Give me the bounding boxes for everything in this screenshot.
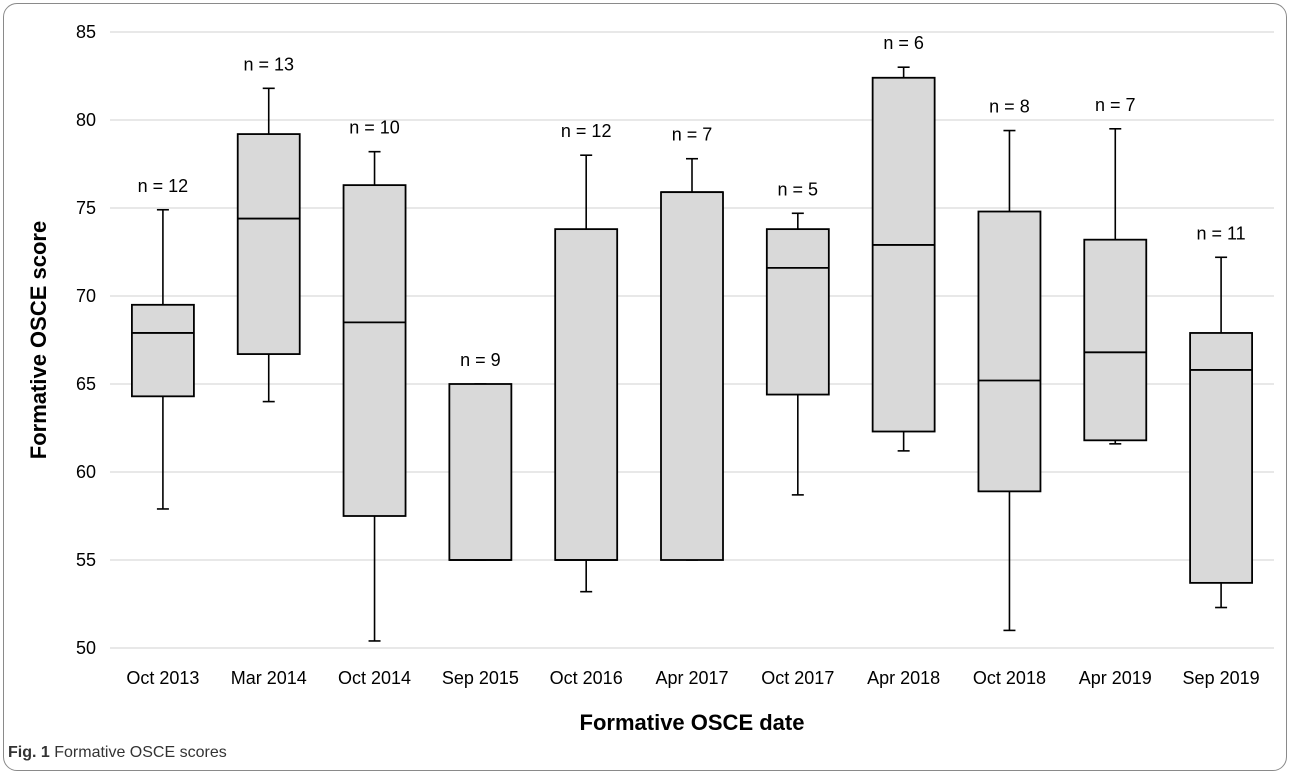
gridlines	[110, 31, 1274, 649]
x-tick-label: Oct 2017	[761, 668, 834, 688]
x-tick-label: Apr 2018	[867, 668, 940, 688]
n-label: n = 9	[460, 350, 501, 370]
figure-caption: Fig. 1 Formative OSCE scores	[8, 744, 227, 762]
y-tick-label: 65	[76, 374, 96, 394]
iqr-box	[448, 383, 513, 561]
y-tick-label: 75	[76, 198, 96, 218]
n-label: n = 11	[1196, 223, 1245, 243]
box-apr-2019	[1083, 128, 1148, 445]
x-tick-label: Sep 2015	[442, 668, 519, 688]
n-labels: n = 12 n = 13 n = 10 n = 9 n = 12 n = 7 n = 5 n…	[138, 33, 1246, 370]
x-tick-label: Apr 2017	[655, 668, 728, 688]
iqr-box	[1083, 238, 1148, 442]
box-mar-2014	[236, 87, 301, 403]
y-tick-labels: 50 55 60 65 70 75 80 85	[76, 22, 96, 658]
iqr-box	[660, 191, 724, 561]
iqr-box	[554, 228, 619, 561]
x-tick-label: Mar 2014	[231, 668, 307, 688]
iqr-box	[765, 228, 830, 396]
box-oct-2017	[765, 212, 830, 496]
iqr-box	[871, 76, 936, 433]
figure-frame	[3, 3, 1287, 771]
n-label: n = 7	[1095, 95, 1136, 115]
iqr-box	[977, 210, 1042, 493]
box-oct-2018	[977, 129, 1042, 632]
x-axis-label: Formative OSCE date	[580, 710, 805, 735]
iqr-box	[131, 303, 195, 398]
x-tick-label: Oct 2013	[126, 668, 199, 688]
n-label: n = 12	[561, 121, 612, 141]
y-tick-label: 50	[76, 638, 96, 658]
n-label: n = 10	[349, 118, 400, 138]
iqr-box	[1189, 332, 1253, 584]
box-apr-2018	[871, 66, 936, 452]
box-sep-2019	[1189, 256, 1253, 609]
caption-text: Formative OSCE scores	[54, 744, 227, 761]
iqr-box	[342, 184, 407, 517]
box-apr-2017	[660, 157, 724, 561]
x-tick-label: Sep 2019	[1183, 668, 1260, 688]
box-oct-2013	[131, 208, 195, 510]
n-label: n = 7	[672, 125, 713, 145]
boxes	[131, 66, 1253, 642]
caption-label: Fig. 1	[8, 744, 50, 761]
n-label: n = 5	[778, 179, 819, 199]
y-axis-label: Formative OSCE score	[26, 221, 51, 459]
y-tick-label: 80	[76, 110, 96, 130]
n-label: n = 8	[989, 97, 1030, 117]
y-tick-label: 55	[76, 550, 96, 570]
x-tick-label: Oct 2016	[550, 668, 623, 688]
x-tick-label: Oct 2018	[973, 668, 1046, 688]
x-tick-label: Apr 2019	[1079, 668, 1152, 688]
iqr-box	[236, 133, 301, 355]
n-label: n = 12	[138, 176, 189, 196]
x-tick-label: Oct 2014	[338, 668, 411, 688]
x-tick-labels: Oct 2013 Mar 2014 Oct 2014 Sep 2015 Oct 2016…	[126, 668, 1259, 688]
y-tick-label: 85	[76, 22, 96, 42]
box-oct-2014	[342, 150, 407, 642]
n-label: n = 13	[243, 54, 294, 74]
box-oct-2016	[554, 154, 619, 593]
y-tick-label: 70	[76, 286, 96, 306]
box-sep-2015	[448, 383, 513, 561]
y-tick-label: 60	[76, 462, 96, 482]
n-label: n = 6	[883, 33, 924, 53]
